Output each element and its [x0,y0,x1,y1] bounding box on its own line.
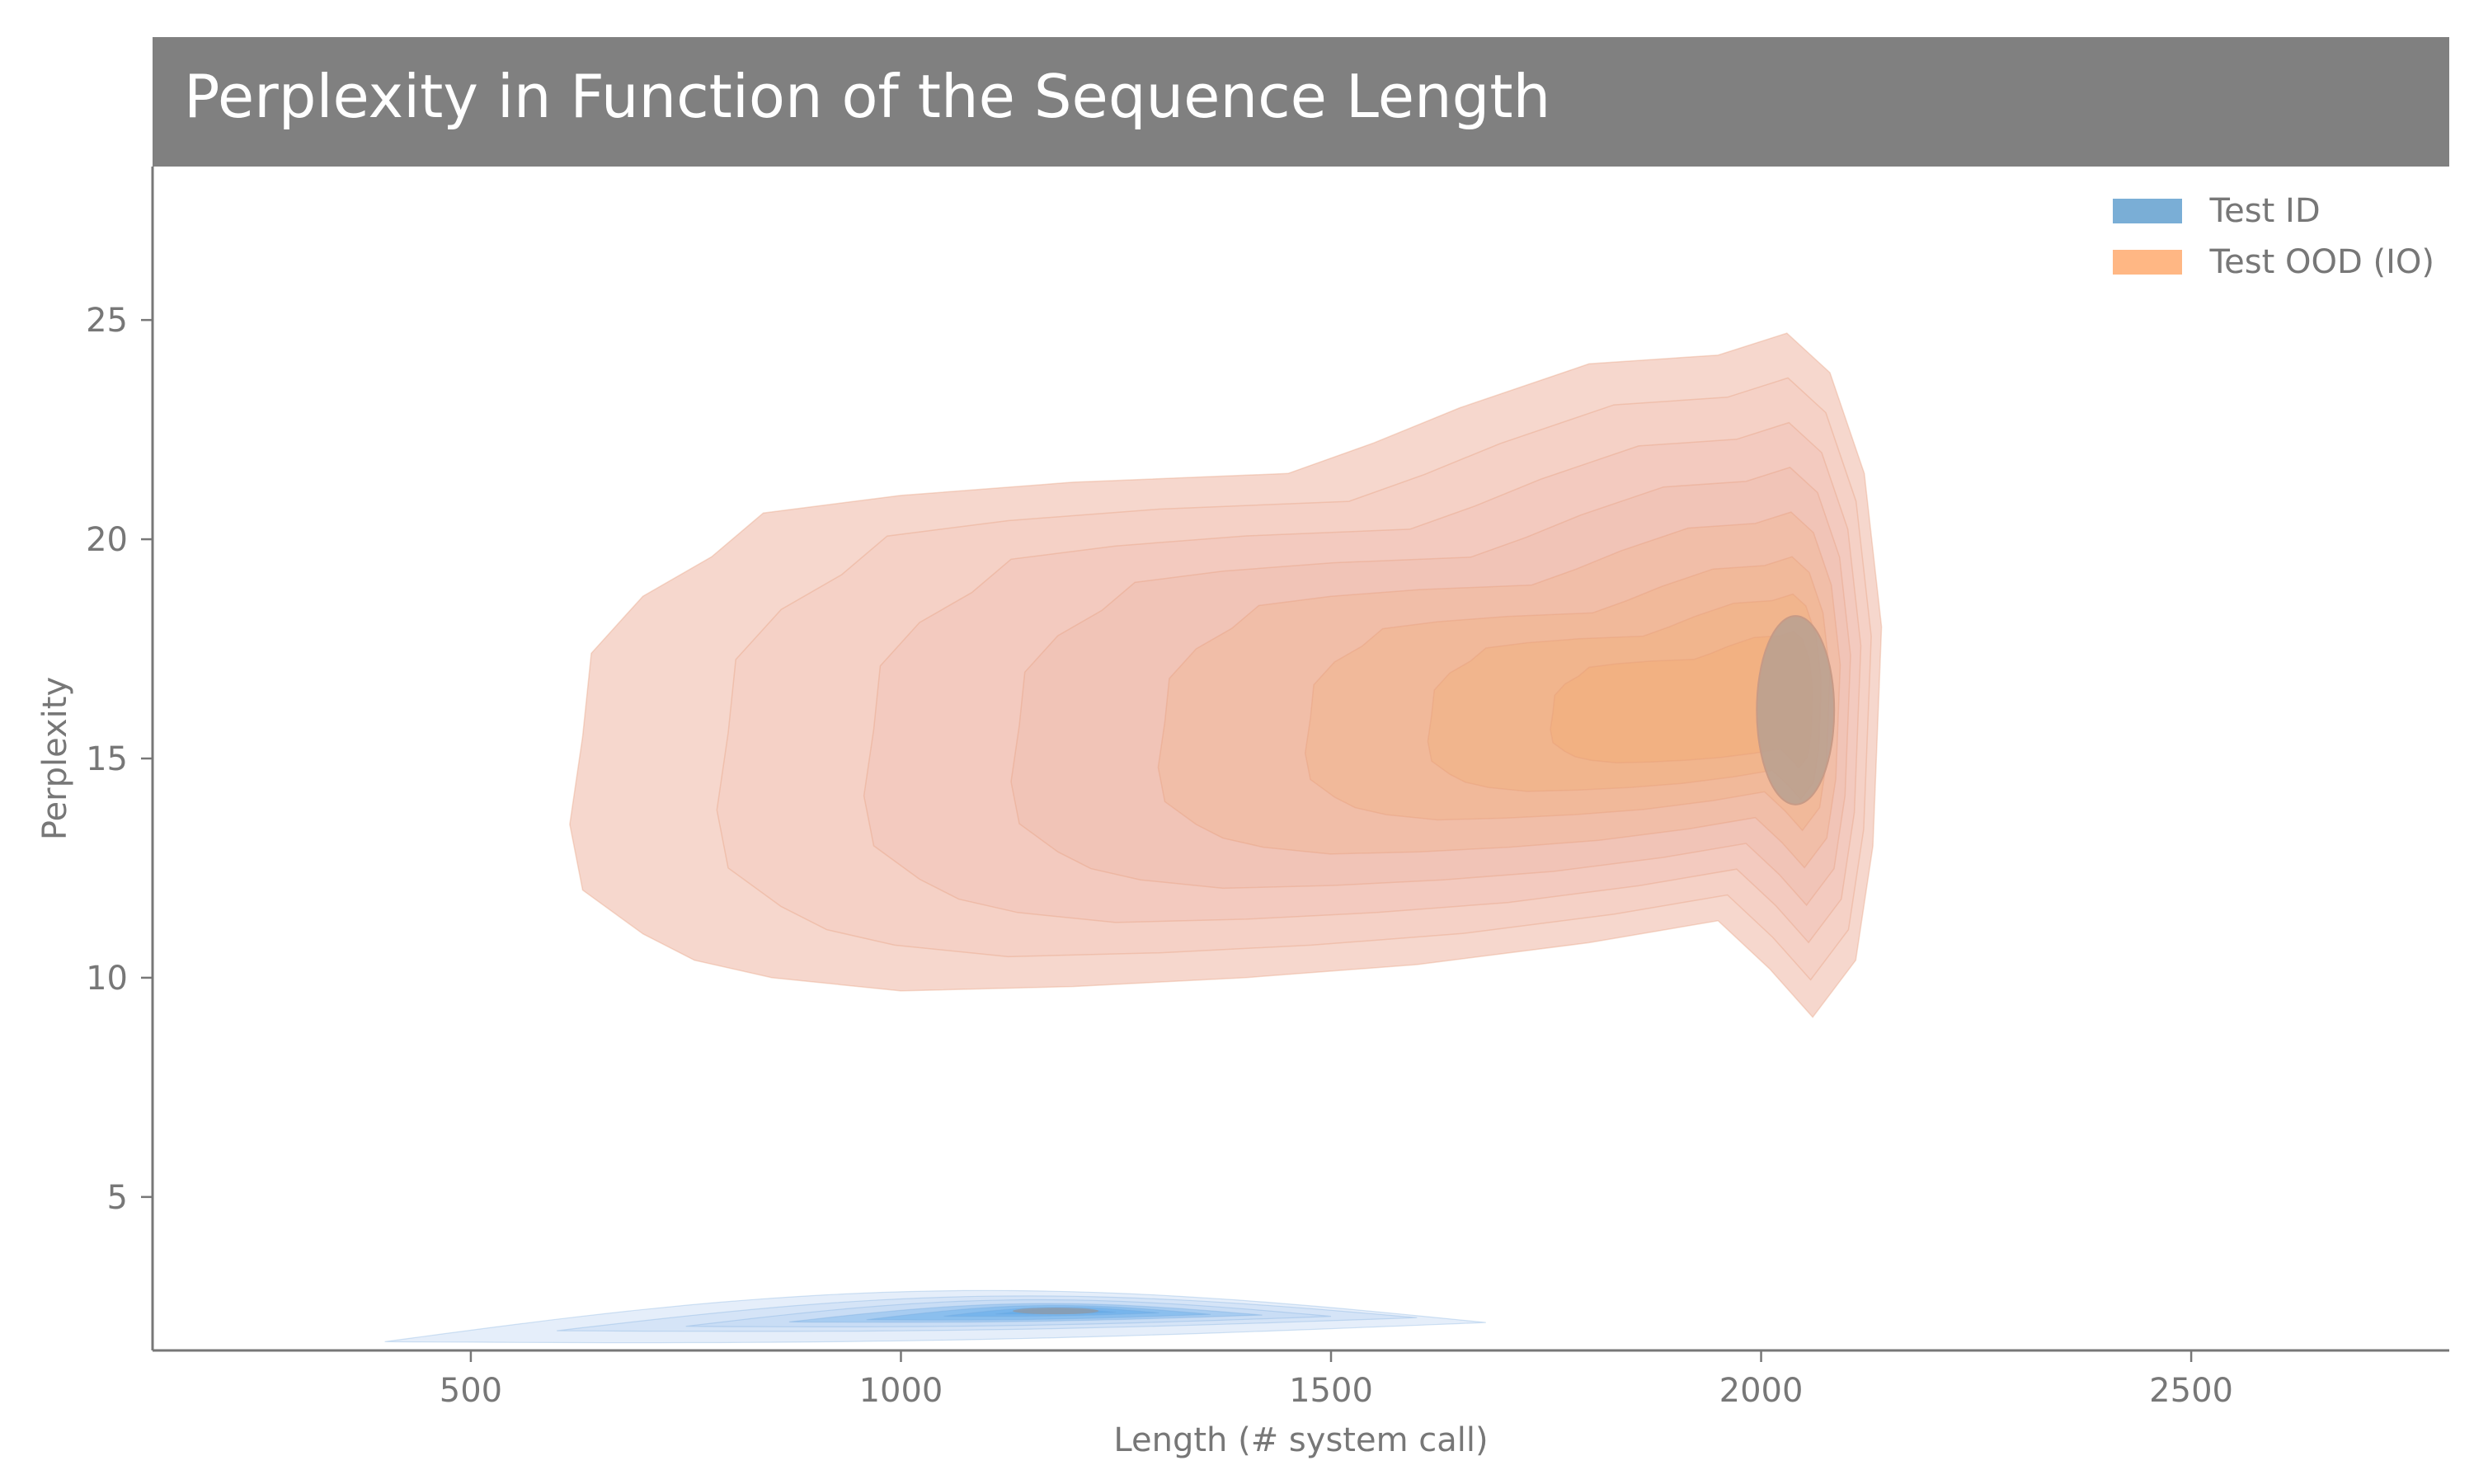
x-tick-label-500: 500 [440,1372,502,1410]
x-tick-label-1000: 1000 [859,1372,943,1410]
legend-item-test-id: Test ID [2112,186,2434,237]
legend-swatch-test-ood [2112,250,2182,275]
y-tick-label-10: 10 [86,960,128,998]
y-axis-label: Perplexity [36,677,74,840]
ood-contour-level-2 [716,377,1872,981]
ood-contour-level-3 [863,421,1862,944]
legend-label-test-id: Test ID [2209,192,2321,230]
legend-swatch-test-id [2112,199,2182,223]
y-tick-label-5: 5 [107,1179,128,1217]
y-tick-label-15: 15 [86,740,128,778]
y-tick-label-20: 20 [86,521,128,559]
x-tick-label-1500: 1500 [1289,1372,1373,1410]
ood-contour-level-6 [1304,556,1831,832]
chart-title-bar: Perplexity in Function of the Sequence L… [153,37,2449,167]
ood-contour-level-4 [1010,467,1851,907]
ood-contour-level-7 [1427,593,1823,801]
y-tick-label-25: 25 [86,302,128,340]
x-tick-label-2500: 2500 [2149,1372,2233,1410]
ood-contour-level-5 [1157,511,1841,869]
ood-contour-level-1 [569,332,1883,1018]
id-contour-level-1 [384,1289,1486,1344]
x-tick-label-2000: 2000 [1719,1372,1804,1410]
chart-title: Perplexity in Function of the Sequence L… [184,62,1551,131]
ood-contour-peak [1756,615,1836,805]
id-contour-level-2 [557,1295,1418,1332]
legend: Test ID Test OOD (IO) [2112,186,2434,288]
legend-label-test-ood: Test OOD (IO) [2209,243,2434,281]
x-axis-label: Length (# system call) [1113,1421,1488,1459]
legend-item-test-ood: Test OOD (IO) [2112,237,2434,288]
id-contour-peak [1013,1308,1099,1315]
